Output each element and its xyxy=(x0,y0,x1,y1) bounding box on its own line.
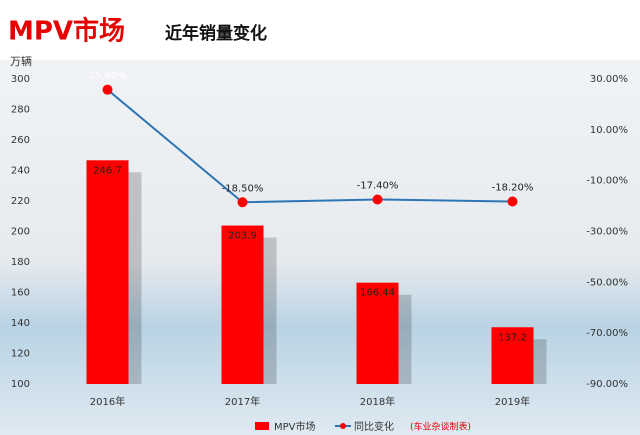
y-tick-label: 240 xyxy=(11,166,30,177)
x-tick-label: 2019年 xyxy=(495,395,530,408)
y-tick-label: 140 xyxy=(11,318,30,329)
y2-tick-label: -50.00% xyxy=(586,277,628,288)
line-label: -18.50% xyxy=(222,183,264,194)
header-bg xyxy=(0,0,640,60)
line-label: -18.20% xyxy=(492,183,534,194)
y-tick-label: 280 xyxy=(11,105,30,116)
bar xyxy=(221,225,264,384)
line-marker xyxy=(507,196,518,207)
y2-tick-label: -90.00% xyxy=(586,379,628,390)
line-marker xyxy=(372,194,383,205)
y-tick-label: 120 xyxy=(11,349,30,360)
y2-tick-label: 10.00% xyxy=(590,125,628,136)
y2-tick-label: 30.00% xyxy=(590,74,628,85)
legend-label: MPV市场 xyxy=(274,420,316,433)
title: MPV市场 xyxy=(8,16,125,47)
bar xyxy=(491,327,534,384)
line-label: -17.40% xyxy=(357,180,399,191)
bar-label: 203.9 xyxy=(228,231,257,242)
y2-tick-label: -70.00% xyxy=(586,328,628,339)
y2-tick-label: -10.00% xyxy=(586,176,628,187)
legend-swatch xyxy=(255,422,269,430)
note: (车业杂谈制表) xyxy=(410,421,471,433)
legend-swatch xyxy=(340,423,346,429)
subtitle: 近年销量变化 xyxy=(165,23,267,44)
line xyxy=(106,88,513,204)
line-label: 25.80% xyxy=(88,71,126,82)
y-tick-label: 100 xyxy=(11,379,30,390)
bar-label: 246.7 xyxy=(93,165,122,176)
bar xyxy=(356,282,399,384)
y-tick-label: 180 xyxy=(11,257,30,268)
y-label: 万辆 xyxy=(10,54,32,68)
x-tick-label: 2018年 xyxy=(360,395,395,408)
y-tick-label: 220 xyxy=(11,196,30,207)
line-marker xyxy=(237,197,248,208)
bar-label: 137.2 xyxy=(498,332,527,343)
y-tick-label: 260 xyxy=(11,135,30,146)
x-tick-label: 2016年 xyxy=(90,395,125,408)
y-tick-label: 300 xyxy=(11,74,30,85)
bar xyxy=(86,160,129,384)
bar-label: 166.44 xyxy=(360,288,395,299)
y2-tick-label: -30.00% xyxy=(586,227,628,238)
legend-label: 同比变化 xyxy=(354,420,394,433)
y-tick-label: 200 xyxy=(11,227,30,238)
x-tick-label: 2017年 xyxy=(225,395,260,408)
line-marker xyxy=(102,84,113,95)
y-tick-label: 160 xyxy=(11,288,30,299)
